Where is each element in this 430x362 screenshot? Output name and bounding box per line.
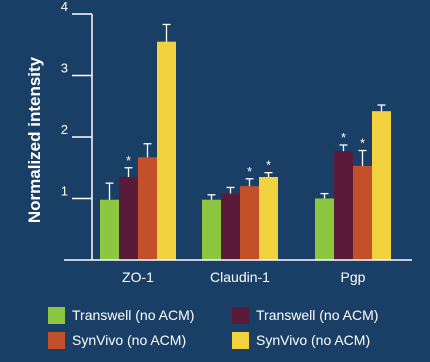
significance-marker: * [266, 158, 271, 173]
bar [202, 199, 221, 260]
x-labels-layer: ZO-1 Claudin-1 Pgp [122, 269, 366, 285]
legend-label: SynVivo (no ACM) [72, 332, 186, 348]
y-ticks-layer: 1 2 3 4 [61, 0, 92, 200]
bars-layer [100, 41, 391, 260]
bar [100, 199, 119, 260]
significance-marker: * [247, 164, 252, 179]
legend-item: SynVivo (no ACM) [48, 332, 186, 349]
legend-label: Transwell (no ACM) [72, 307, 194, 323]
y-tick-label: 1 [61, 184, 68, 199]
bar [221, 193, 240, 260]
legend-swatch [232, 332, 249, 349]
legend-item: SynVivo (no ACM) [232, 332, 370, 349]
legend-label: SynVivo (no ACM) [256, 332, 370, 348]
legend-swatch [48, 332, 65, 349]
legend: Transwell (no ACM) Transwell (no ACM) SynV… [48, 307, 378, 349]
bar [315, 198, 334, 260]
bar [157, 41, 176, 260]
bar [372, 111, 391, 260]
x-category-label: ZO-1 [122, 269, 154, 285]
x-category-label: Claudin-1 [210, 269, 270, 285]
legend-label: Transwell (no ACM) [256, 307, 378, 323]
legend-item: Transwell (no ACM) [232, 307, 378, 324]
y-axis-label: Normalized intensity [25, 56, 44, 223]
bar [119, 176, 138, 260]
significance-layer: * * * * * [126, 130, 365, 179]
y-tick-label: 2 [61, 122, 68, 137]
significance-marker: * [360, 136, 365, 151]
y-tick-label: 3 [61, 61, 68, 76]
bar [138, 157, 157, 260]
bar [334, 151, 353, 260]
bar [259, 176, 278, 260]
bar [240, 186, 259, 260]
significance-marker: * [126, 153, 131, 168]
legend-swatch [232, 307, 249, 324]
legend-item: Transwell (no ACM) [48, 307, 194, 324]
y-tick-label: 4 [61, 0, 68, 14]
error-bars-layer [105, 23, 386, 200]
bar [353, 165, 372, 260]
x-category-label: Pgp [341, 269, 366, 285]
significance-marker: * [341, 130, 346, 145]
legend-swatch [48, 307, 65, 324]
